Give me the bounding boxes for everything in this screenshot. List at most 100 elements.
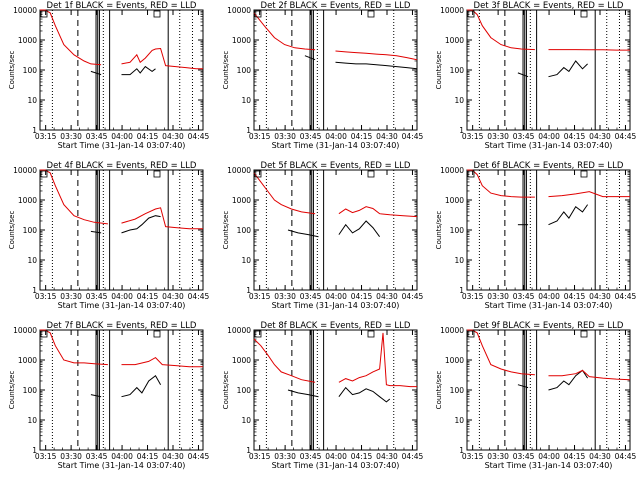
x-tick-label: 04:45 — [615, 452, 637, 461]
x-axis-label: Start Time (31-Jan-14 03:07:40) — [272, 461, 400, 470]
x-tick-label: 04:30 — [589, 132, 611, 141]
corner-marker-left — [467, 330, 475, 338]
y-tick-label: 1000 — [18, 196, 37, 205]
x-tick-label: 03:45 — [513, 292, 535, 301]
lld-series-line — [253, 172, 316, 215]
y-axis-label: Counts/sec — [8, 371, 16, 410]
y-tick-label: 10000 — [13, 6, 37, 15]
events-series-line — [121, 374, 162, 398]
y-tick-label: 1 — [246, 286, 251, 295]
y-tick-label: 1 — [32, 286, 37, 295]
plot-panel-8: Det 8f BLACK = Events, RED = LLD 1 10 100 10… — [222, 321, 423, 470]
x-axis-label: Start Time (31-Jan-14 03:07:40) — [485, 301, 613, 310]
x-tick-label: 04:45 — [402, 292, 424, 301]
x-tick-label: 03:45 — [300, 132, 322, 141]
y-tick-label: 100 — [23, 386, 38, 395]
x-tick-label: 04:15 — [137, 132, 159, 141]
plot-frame — [253, 329, 418, 451]
plot-title: Det 3f BLACK = Events, RED = LLD — [474, 1, 624, 11]
x-tick-label: 03:15 — [35, 132, 57, 141]
corner-marker-left — [254, 10, 262, 18]
y-tick-label: 10000 — [227, 6, 251, 15]
lld-series-line — [548, 49, 630, 51]
lld-series-line — [253, 12, 316, 51]
x-tick-label: 03:30 — [60, 292, 82, 301]
lld-series-line — [548, 369, 631, 381]
y-axis-label: Counts/sec — [435, 211, 443, 250]
corner-marker-right — [153, 10, 161, 18]
y-tick-label: 1000 — [445, 196, 464, 205]
events-series-line — [287, 229, 319, 238]
events-series-line — [121, 215, 161, 234]
x-tick-label: 04:30 — [162, 452, 184, 461]
x-axis-label: Start Time (31-Jan-14 03:07:40) — [272, 301, 400, 310]
y-tick-label: 10 — [241, 96, 251, 105]
x-tick-label: 04:15 — [564, 292, 586, 301]
events-series-line — [121, 65, 156, 76]
x-tick-label: 04:45 — [402, 452, 424, 461]
x-tick-label: 03:15 — [249, 452, 271, 461]
events-series-line — [90, 230, 102, 234]
x-axis-label: Start Time (31-Jan-14 03:07:40) — [272, 141, 400, 150]
x-tick-label: 04:00 — [538, 292, 560, 301]
y-tick-label: 1000 — [232, 196, 251, 205]
y-tick-label: 1 — [32, 126, 37, 135]
corner-marker-left — [467, 170, 475, 178]
lld-series-line — [121, 47, 203, 70]
y-axis-label: Counts/sec — [435, 371, 443, 410]
plot-frame — [39, 169, 204, 291]
y-tick-label: 10 — [454, 416, 464, 425]
x-tick-label: 04:00 — [538, 132, 560, 141]
corner-marker-left — [40, 10, 48, 18]
y-tick-label: 10 — [454, 96, 464, 105]
plot-panel-3: Det 3f BLACK = Events, RED = LLD 1 10 100 10… — [435, 1, 636, 150]
events-series-line — [90, 394, 102, 398]
corner-marker-left — [40, 330, 48, 338]
plot-frame — [466, 169, 631, 291]
x-axis-label: Start Time (31-Jan-14 03:07:40) — [58, 141, 186, 150]
x-axis-label: Start Time (31-Jan-14 03:07:40) — [485, 461, 613, 470]
plot-title: Det 9f BLACK = Events, RED = LLD — [474, 321, 624, 331]
lld-series-line — [548, 191, 630, 198]
x-tick-label: 03:30 — [487, 452, 509, 461]
y-tick-label: 100 — [237, 66, 252, 75]
x-tick-label: 03:30 — [60, 452, 82, 461]
x-tick-label: 03:30 — [274, 132, 296, 141]
x-tick-label: 04:00 — [111, 292, 133, 301]
lld-series-line — [335, 50, 418, 61]
x-tick-label: 03:30 — [60, 132, 82, 141]
plot-title: Det 7f BLACK = Events, RED = LLD — [47, 321, 197, 331]
corner-marker-right — [367, 330, 375, 338]
x-tick-label: 04:45 — [615, 132, 637, 141]
y-tick-label: 1 — [459, 446, 464, 455]
y-tick-label: 10 — [241, 256, 251, 265]
plot-title: Det 4f BLACK = Events, RED = LLD — [47, 161, 197, 171]
events-series-line — [304, 55, 316, 61]
events-series-line — [517, 384, 529, 389]
x-tick-label: 04:00 — [111, 452, 133, 461]
x-tick-label: 03:15 — [462, 132, 484, 141]
y-axis-label: Counts/sec — [8, 211, 16, 250]
corner-marker-right — [367, 10, 375, 18]
y-tick-label: 1 — [32, 446, 37, 455]
x-tick-label: 04:30 — [162, 132, 184, 141]
events-series-line — [548, 204, 589, 226]
x-tick-label: 04:45 — [188, 292, 210, 301]
plot-panel-2: Det 2f BLACK = Events, RED = LLD 1 10 100 10… — [222, 1, 423, 150]
corner-marker-right — [367, 170, 375, 178]
y-tick-label: 100 — [237, 386, 252, 395]
y-tick-label: 1 — [459, 126, 464, 135]
x-tick-label: 03:30 — [274, 452, 296, 461]
x-tick-label: 03:45 — [86, 452, 108, 461]
y-axis-label: Counts/sec — [8, 51, 16, 90]
x-tick-label: 03:45 — [86, 292, 108, 301]
x-tick-label: 03:30 — [274, 292, 296, 301]
x-tick-label: 04:15 — [564, 132, 586, 141]
y-tick-label: 10 — [27, 96, 37, 105]
plot-title: Det 1f BLACK = Events, RED = LLD — [47, 1, 197, 11]
x-axis-label: Start Time (31-Jan-14 03:07:40) — [58, 461, 186, 470]
y-tick-label: 1000 — [445, 356, 464, 365]
x-tick-label: 04:45 — [402, 132, 424, 141]
plot-panel-4: Det 4f BLACK = Events, RED = LLD 1 10 100 10… — [8, 161, 209, 310]
